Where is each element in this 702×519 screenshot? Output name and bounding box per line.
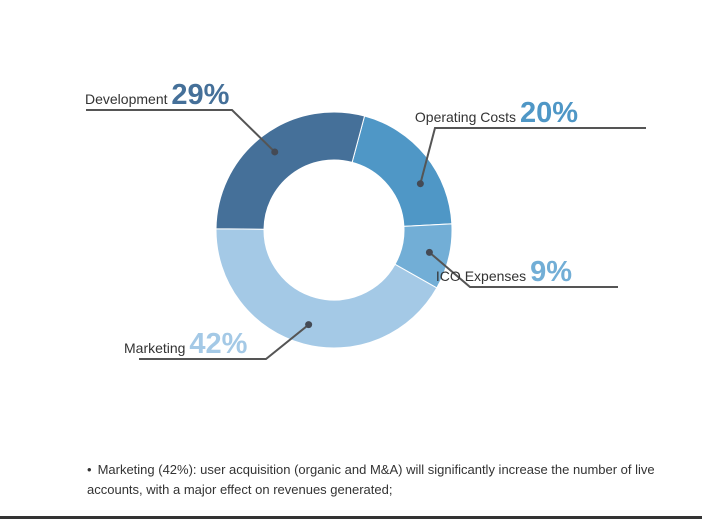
- bottom-divider: [0, 516, 702, 519]
- donut-chart: Operating Costs 20% ICO Expenses 9% Market…: [85, 79, 646, 360]
- slice-marketing: [215, 228, 438, 349]
- leader-dot: [416, 180, 424, 188]
- slice-label-marketing: Marketing 42%: [124, 328, 248, 360]
- bullet-icon: •: [87, 462, 92, 477]
- leader-dot: [305, 321, 313, 329]
- leader-lines: [86, 109, 646, 360]
- slice-label-development: Development 29%: [85, 79, 230, 111]
- footnote: • Marketing (42%): user acquisition (orga…: [87, 460, 687, 500]
- leader-line-operating-costs: [419, 127, 646, 184]
- slice-operating-costs: [351, 115, 453, 227]
- leader-line-ico-expenses: [428, 251, 618, 288]
- leader-dot: [425, 248, 433, 256]
- leader-line-development: [86, 109, 276, 153]
- slice-label-operating-costs: Operating Costs 20%: [415, 97, 578, 129]
- slice-development: [215, 111, 366, 230]
- donut-slices: [215, 111, 453, 349]
- slice-labels: Operating Costs 20% ICO Expenses 9% Market…: [85, 79, 578, 360]
- leader-line-marketing: [139, 323, 310, 360]
- leader-dot: [271, 148, 279, 156]
- footnote-text: Marketing (42%): user acquisition (organ…: [87, 462, 655, 497]
- slice-label-ico-expenses: ICO Expenses 9%: [436, 256, 572, 288]
